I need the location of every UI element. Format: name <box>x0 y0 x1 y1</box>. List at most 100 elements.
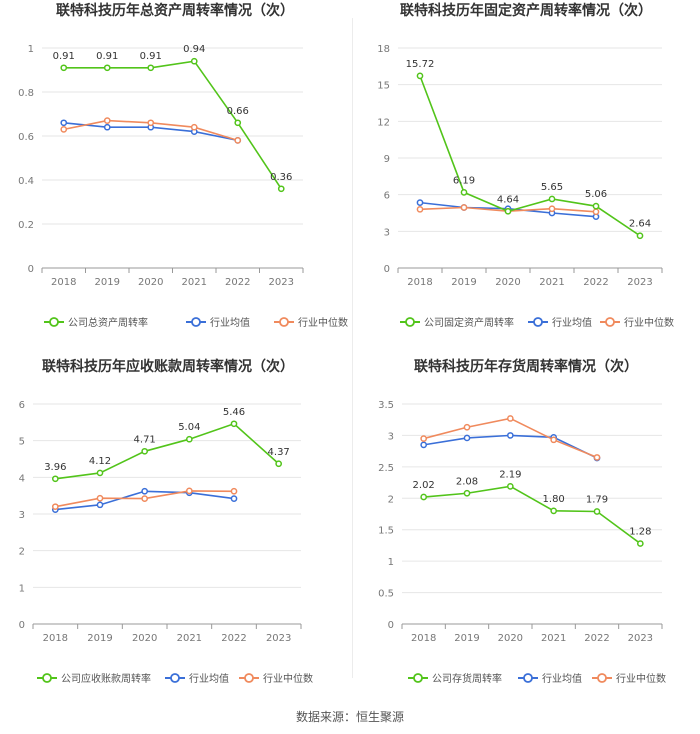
series-industry-median <box>420 415 601 461</box>
x-tick-label: 2021 <box>177 633 202 644</box>
data-point <box>506 432 514 439</box>
x-tick-label: 2020 <box>495 277 520 288</box>
data-point <box>275 460 283 468</box>
legend-item[interactable]: 行业中位数 <box>239 672 313 685</box>
y-tick-label: 5 <box>19 437 25 448</box>
legend-label: 公司总资产周转率 <box>68 316 148 329</box>
data-label: 4.64 <box>497 194 519 205</box>
data-point <box>592 202 600 210</box>
legend-item[interactable]: 公司固定资产周转率 <box>400 316 514 329</box>
legend-label: 公司应收账款周转率 <box>61 672 151 685</box>
y-tick-label: 1.5 <box>378 526 394 537</box>
legend-swatch-marker <box>533 317 543 327</box>
vertical-divider <box>352 18 353 678</box>
y-tick-label: 2 <box>388 494 394 505</box>
y-tick-label: 0.2 <box>18 220 34 231</box>
series-company: 3.96 4.12 4.71 5.04 5.46 4.37 <box>44 407 290 483</box>
data-point <box>190 57 198 65</box>
data-point <box>234 119 242 127</box>
data-point <box>277 185 285 193</box>
y-tick-label: 15 <box>377 81 390 92</box>
y-tick-label: 1 <box>388 557 394 568</box>
data-point <box>185 435 193 443</box>
x-tick-label: 2020 <box>498 633 523 644</box>
series-line <box>419 75 641 237</box>
legend-item[interactable]: 行业均值 <box>518 672 582 685</box>
y-tick-label: 1 <box>19 583 25 594</box>
data-point <box>463 434 471 442</box>
legend: 公司应收账款周转率 行业均值 行业中位数 <box>37 672 313 685</box>
legend-label: 公司存货周转率 <box>432 672 502 685</box>
legend-item[interactable]: 行业均值 <box>165 672 229 685</box>
data-label: 4.12 <box>89 456 111 467</box>
data-label: 0.91 <box>53 51 75 62</box>
legend-item[interactable]: 行业中位数 <box>592 672 666 685</box>
source-note: 数据来源：恒生聚源 <box>295 710 404 724</box>
data-point <box>51 503 59 511</box>
x-tick-label: 2020 <box>132 633 157 644</box>
legend-label: 行业中位数 <box>298 316 348 329</box>
legend-item[interactable]: 行业均值 <box>186 316 250 329</box>
data-point <box>141 487 149 495</box>
chart-title: 联特科技历年总资产周转率情况（次） <box>56 2 294 19</box>
y-tick-label: 0.5 <box>378 589 394 600</box>
legend-label: 行业中位数 <box>616 672 666 685</box>
data-point <box>550 436 558 444</box>
legend-item[interactable]: 行业中位数 <box>274 316 348 329</box>
y-tick-label: 3 <box>388 431 394 442</box>
data-label: 1.28 <box>629 527 651 538</box>
chart-title: 联特科技历年固定资产周转率情况（次） <box>400 2 652 19</box>
series-line <box>423 485 641 545</box>
y-tick-label: 0 <box>388 620 394 631</box>
data-label: 0.94 <box>183 44 205 55</box>
legend-item[interactable]: 公司存货周转率 <box>408 672 502 685</box>
series-line <box>55 422 280 480</box>
x-tick-label: 2018 <box>411 633 436 644</box>
series-industry-average <box>420 432 601 462</box>
data-point <box>416 72 424 80</box>
x-tick-label: 2020 <box>138 277 163 288</box>
x-tick-label: 2023 <box>627 277 652 288</box>
data-label: 0.66 <box>227 106 249 117</box>
data-point <box>593 454 601 461</box>
x-tick-label: 2022 <box>584 633 609 644</box>
x-tick-label: 2022 <box>225 277 250 288</box>
chart-title: 联特科技历年应收账款周转率情况（次） <box>42 358 294 375</box>
x-tick-label: 2023 <box>266 633 291 644</box>
legend-item[interactable]: 公司总资产周转率 <box>44 316 148 329</box>
x-tick-label: 2018 <box>51 277 76 288</box>
data-label: 2.19 <box>499 469 521 480</box>
data-point <box>548 205 556 213</box>
y-tick-label: 2 <box>19 547 25 558</box>
data-point <box>185 487 193 495</box>
data-label: 0.91 <box>140 51 162 62</box>
y-tick-label: 0 <box>384 264 390 275</box>
chart-panel-4: 联特科技历年存货周转率情况（次） 0 0.5 1 1.5 2 2.5 3 3.5 2018 2019… <box>378 358 666 685</box>
legend-item[interactable]: 行业中位数 <box>600 316 674 329</box>
y-tick-label: 3.5 <box>378 400 394 411</box>
data-label: 1.79 <box>586 494 608 505</box>
legend-swatch-marker <box>170 673 180 683</box>
data-point <box>51 475 59 483</box>
legend-swatch-marker <box>244 673 254 683</box>
chart-title: 联特科技历年存货周转率情况（次） <box>414 358 638 375</box>
legend-item[interactable]: 行业均值 <box>528 316 592 329</box>
legend-item[interactable]: 公司应收账款周转率 <box>37 672 151 685</box>
data-point <box>141 495 149 502</box>
data-point <box>96 469 104 477</box>
data-point <box>103 117 111 124</box>
data-point <box>60 126 68 133</box>
legend-swatch-marker <box>279 317 289 327</box>
data-point <box>636 232 644 240</box>
x-tick-label: 2019 <box>87 633 112 644</box>
data-point <box>103 123 111 131</box>
data-label: 5.46 <box>223 407 245 418</box>
data-point <box>96 501 104 509</box>
x-tick-label: 2023 <box>628 633 653 644</box>
data-point <box>230 487 238 495</box>
legend: 公司存货周转率 行业均值 行业中位数 <box>408 672 666 685</box>
y-tick-label: 9 <box>384 154 390 165</box>
y-tick-label: 0 <box>28 264 34 275</box>
data-point <box>460 204 468 211</box>
